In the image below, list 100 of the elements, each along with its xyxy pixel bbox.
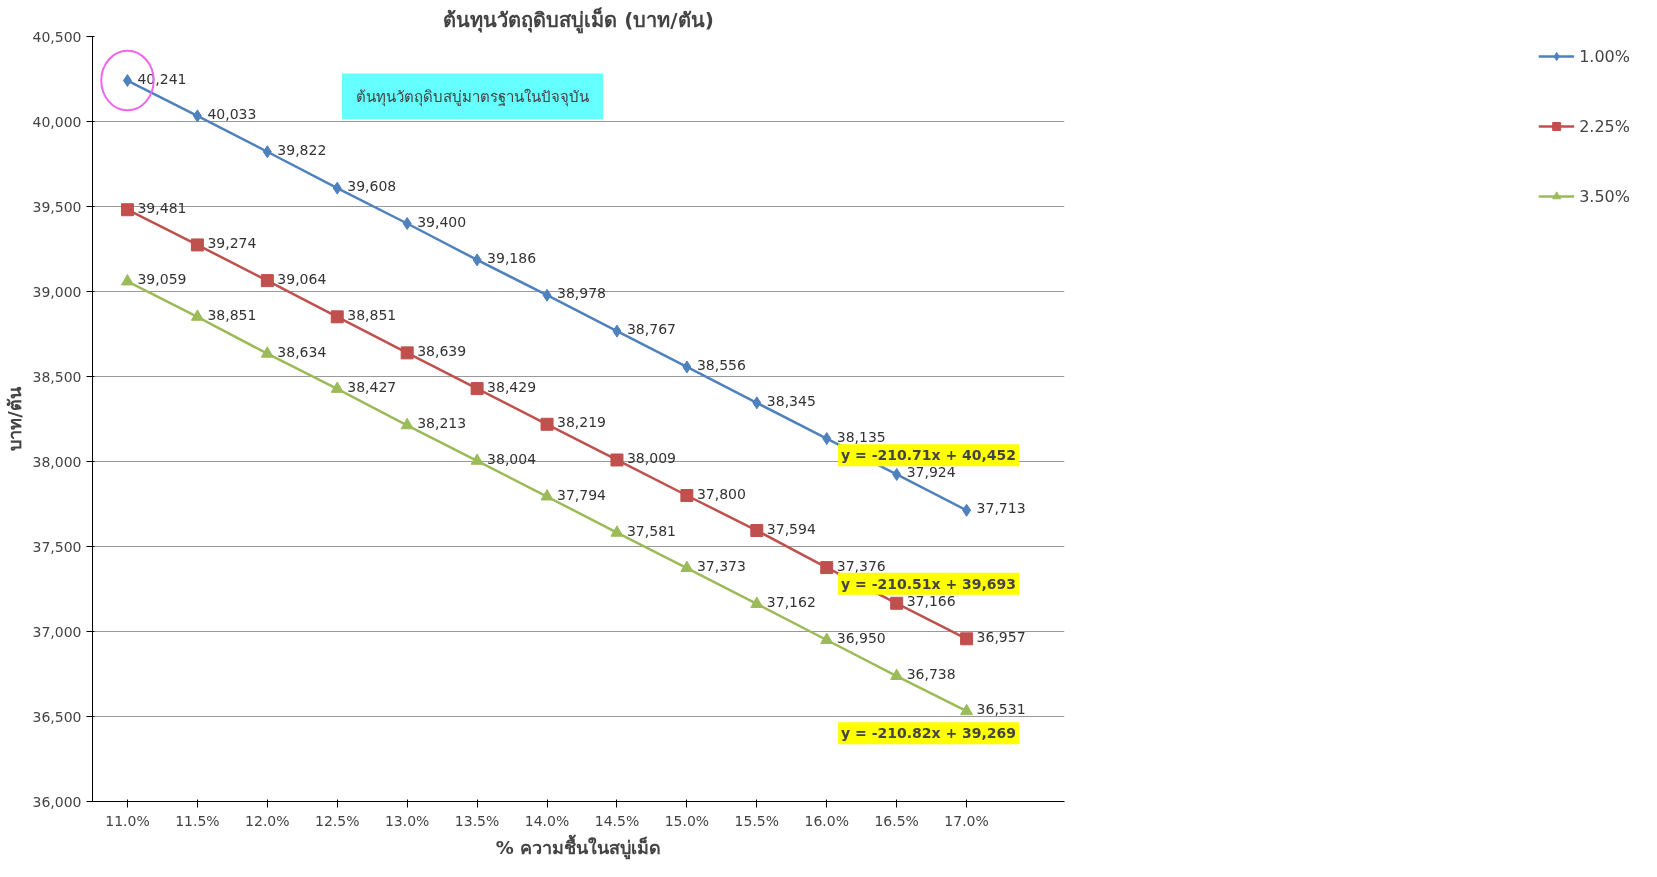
data-label: 38,427 [347,378,397,395]
data-label: 39,608 [347,178,397,195]
point [610,453,624,467]
point [330,310,344,324]
data-label: 38,851 [207,306,257,323]
y-tick-label: 36,000 [32,793,82,810]
y-tick-label: 38,000 [32,453,82,470]
legend-label: 3.50% [1579,186,1630,206]
point [260,274,274,288]
data-label: 39,822 [277,141,327,158]
point [190,309,204,321]
point [960,632,974,646]
x-tick-label: 16.0% [804,812,849,829]
y-tick-label: 39,000 [32,283,82,300]
y-tick-label: 40,000 [32,113,82,130]
data-label: 36,531 [976,701,1026,718]
data-label: 37,373 [696,558,746,575]
point [262,145,272,159]
point [752,396,762,410]
point [192,109,202,123]
point [542,288,552,302]
data-label: 38,213 [417,415,467,432]
data-label: 38,851 [347,306,397,323]
y-tick-label: 38,500 [32,368,82,385]
x-axis-title: % ความชื้นในสบู่เม็ด [495,833,662,860]
data-label: 39,400 [417,213,467,230]
point [400,346,414,360]
y-tick-label: 36,500 [32,708,82,725]
point [540,489,554,501]
data-label: 39,059 [137,271,187,288]
x-tick-label: 12.5% [315,812,360,829]
point [470,382,484,396]
point [540,417,554,431]
x-tick-label: 17.0% [944,812,989,829]
data-label: 38,219 [557,414,607,431]
data-label: 37,166 [906,593,956,610]
data-label: 37,713 [976,500,1026,517]
point [890,596,904,610]
annotation: y = -210.71x + 40,452 [841,447,1017,464]
point [822,432,832,446]
data-label: 36,738 [906,666,956,683]
annotation: y = -210.51x + 39,693 [841,575,1017,592]
x-tick-label: 15.5% [734,812,780,829]
point [960,703,974,716]
point [892,467,902,481]
annotation: y = -210.82x + 39,269 [841,725,1017,742]
x-tick-label: 11.5% [175,812,220,829]
legend-label: 1.00% [1579,46,1630,66]
point [402,217,412,230]
point [260,346,274,358]
point [750,596,764,608]
data-label: 38,345 [766,392,816,409]
point [122,74,132,88]
point [120,203,134,217]
x-tick-label: 11.0% [105,812,150,829]
x-tick-label: 14.5% [594,812,640,829]
data-label: 37,800 [696,485,746,502]
data-label: 38,135 [836,428,886,445]
data-label: 36,957 [976,628,1026,645]
data-label: 39,186 [487,249,537,266]
y-tick-label: 37,000 [32,623,82,640]
point [470,453,484,465]
x-tick-label: 13.5% [454,812,500,829]
point [890,668,904,680]
legend-label: 2.25% [1579,116,1630,136]
annotation: ต้นทุนวัตถุดิบสบู่มาตรฐานในปัจจุบัน [356,87,589,107]
point [330,381,344,393]
data-label: 39,064 [277,270,327,287]
data-label: 37,376 [836,557,886,574]
data-label: 39,274 [207,234,257,251]
data-label: 37,162 [766,593,816,610]
point [332,181,342,195]
data-label: 37,794 [557,486,607,503]
data-label: 39,481 [137,199,187,216]
data-label: 38,767 [626,321,676,338]
point [610,525,624,537]
point [682,360,692,374]
point [400,417,414,430]
data-label: 37,581 [626,522,676,539]
data-label: 38,556 [696,356,746,373]
point [120,274,134,286]
y-tick-label: 37,500 [32,538,82,555]
data-label: 37,594 [766,520,816,537]
data-label: 38,004 [487,450,537,467]
x-tick-label: 12.0% [245,812,290,829]
point [680,489,694,502]
x-tick-label: 14.0% [524,812,570,829]
data-label: 38,639 [417,342,467,359]
point [472,253,482,267]
y-tick-label: 40,500 [32,28,82,45]
data-label: 36,950 [836,630,886,646]
data-label: 38,429 [487,378,537,395]
data-label: 38,634 [277,343,327,360]
point [820,561,834,575]
chart-title: ต้นทุนวัตถุดิบสบู่เม็ด (บาท/ตัน) [443,6,714,34]
x-tick-label: 13.0% [384,812,430,829]
point [820,632,834,644]
data-label: 38,978 [557,285,607,302]
point [612,324,622,338]
x-tick-label: 16.5% [874,812,919,829]
